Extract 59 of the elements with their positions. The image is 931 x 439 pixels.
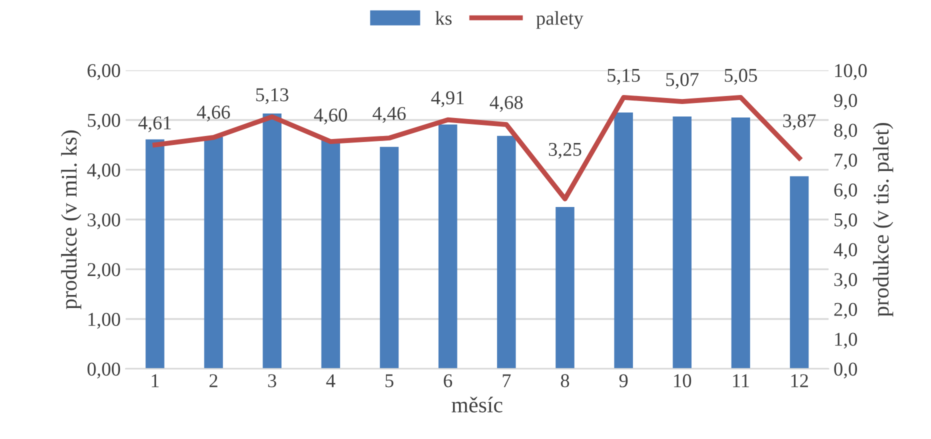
legend-label: ks bbox=[435, 11, 452, 25]
data-label: 4,46 bbox=[372, 106, 406, 123]
bar bbox=[204, 136, 223, 369]
x-tick-label: 3 bbox=[268, 374, 276, 388]
data-label: 4,91 bbox=[431, 91, 464, 108]
y-tick-label: 1,00 bbox=[88, 312, 120, 329]
bar bbox=[497, 136, 516, 369]
x-tick-label: 11 bbox=[733, 374, 749, 388]
y2-tick-label: 8,0 bbox=[834, 124, 858, 140]
bar bbox=[438, 124, 458, 369]
x-tick-label: 5 bbox=[386, 374, 394, 388]
x-tick-label: 8 bbox=[560, 374, 570, 388]
y-tick-label: 5,00 bbox=[88, 114, 120, 130]
y2-tick-label: 7,0 bbox=[834, 154, 858, 170]
bar bbox=[262, 114, 282, 369]
x-tick-label: 4 bbox=[326, 374, 336, 388]
y-tick-label: 2,00 bbox=[88, 263, 120, 279]
x-tick-label: 10 bbox=[674, 374, 692, 388]
bar bbox=[790, 176, 809, 369]
bar bbox=[614, 112, 633, 369]
x-tick-label: 9 bbox=[619, 374, 628, 388]
data-label: 5,13 bbox=[256, 88, 288, 104]
data-label: 4,66 bbox=[196, 106, 230, 122]
y-tick-label: 4,00 bbox=[87, 164, 120, 180]
data-label: 4,68 bbox=[490, 96, 523, 112]
y2-tick-label: 0,0 bbox=[834, 362, 858, 378]
y-tick-label: 3,00 bbox=[88, 213, 120, 230]
y2-tick-label: 1,0 bbox=[835, 332, 858, 349]
bar bbox=[731, 118, 750, 369]
y2-tick-label: 5,0 bbox=[834, 213, 858, 230]
x-tick-label: 12 bbox=[791, 374, 808, 388]
bar bbox=[380, 146, 399, 369]
data-label: 4,61 bbox=[138, 116, 171, 132]
data-label: 5,15 bbox=[608, 68, 640, 85]
x-tick-label: 6 bbox=[444, 374, 452, 388]
bar bbox=[146, 139, 164, 369]
data-label: 3,25 bbox=[548, 142, 582, 159]
data-label: 3,87 bbox=[783, 114, 816, 130]
data-label: 5,05 bbox=[724, 68, 757, 85]
y2-tick-label: 4,0 bbox=[834, 243, 858, 260]
y-axis-title: produkce (v mil. ks) bbox=[61, 130, 82, 310]
y2-axis-title: produkce (v tis. palet) bbox=[873, 122, 894, 317]
y2-tick-label: 9,0 bbox=[834, 94, 858, 110]
legend-label: palety bbox=[536, 11, 584, 29]
y-tick-label: 6,00 bbox=[88, 64, 120, 80]
bar bbox=[672, 116, 692, 369]
bar bbox=[556, 207, 574, 369]
data-label: 4,60 bbox=[314, 108, 347, 124]
y2-tick-label: 2,0 bbox=[834, 302, 858, 319]
y-tick-label: 0,00 bbox=[88, 362, 120, 378]
y2-tick-label: 10,0 bbox=[835, 64, 867, 80]
data-label: 5,07 bbox=[666, 72, 699, 89]
x-tick-label: 1 bbox=[152, 374, 159, 388]
x-axis-title: měsíc bbox=[452, 396, 502, 412]
y2-tick-label: 3,0 bbox=[834, 273, 858, 289]
bar bbox=[321, 140, 340, 369]
x-tick-label: 7 bbox=[502, 374, 511, 388]
y2-tick-label: 6,0 bbox=[834, 183, 858, 200]
x-tick-label: 2 bbox=[210, 374, 218, 388]
